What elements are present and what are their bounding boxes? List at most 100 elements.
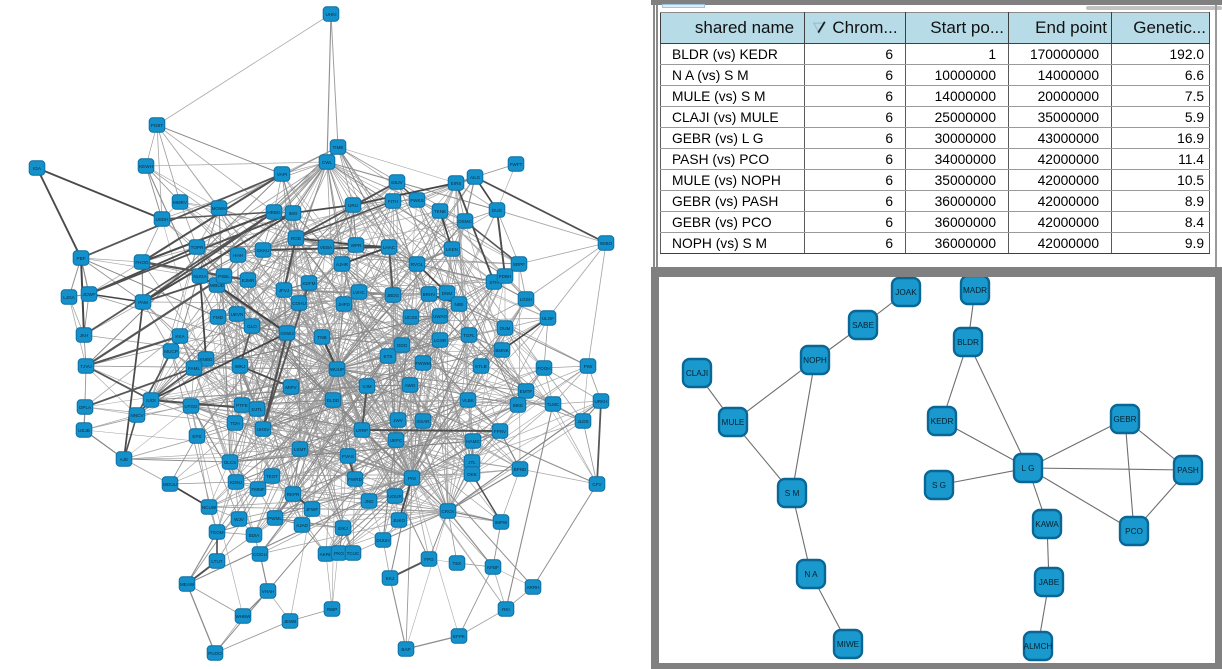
svg-text:LRRP: LRRP	[356, 428, 368, 433]
svg-text:FMMF: FMMF	[251, 487, 264, 492]
svg-text:URKH: URKH	[594, 399, 607, 404]
svg-text:OPLA: OPLA	[79, 405, 92, 410]
svg-text:JND: JND	[365, 499, 375, 504]
svg-text:WHBW: WHBW	[235, 614, 251, 619]
svg-text:PCO: PCO	[1125, 527, 1143, 536]
svg-text:VHAH: VHAH	[262, 589, 275, 594]
svg-text:KDFM: KDFM	[302, 281, 315, 286]
svg-text:GSAR: GSAR	[416, 419, 430, 424]
svg-text:STH: STH	[489, 280, 498, 285]
svg-text:TNB: TNB	[317, 335, 326, 340]
svg-text:EBJV: EBJV	[391, 180, 403, 185]
svg-text:JTL: JTL	[468, 460, 476, 465]
svg-text:AJAD: AJAD	[296, 523, 308, 528]
svg-text:IUOI: IUOI	[146, 398, 155, 403]
svg-text:MMRV: MMRV	[173, 200, 188, 205]
svg-text:PKO: PKO	[334, 551, 344, 556]
svg-text:S G: S G	[932, 481, 946, 490]
svg-text:PSBL: PSBL	[218, 274, 230, 279]
svg-text:JKH: JKH	[80, 333, 89, 338]
svg-text:PWML: PWML	[268, 516, 282, 521]
svg-text:LKEN: LKEN	[446, 247, 458, 252]
svg-text:MOUU: MOUU	[163, 482, 177, 487]
svg-text:FPNV: FPNV	[494, 429, 507, 434]
svg-text:JFVJ: JFVJ	[279, 288, 289, 293]
svg-text:EMTF: EMTF	[520, 389, 533, 394]
svg-text:ULOF: ULOF	[542, 316, 554, 321]
svg-text:IWKJ: IWKJ	[235, 364, 246, 369]
svg-text:USDH: USDH	[155, 217, 168, 222]
svg-text:DUUH: DUUH	[376, 538, 389, 543]
svg-text:COHU: COHU	[292, 301, 306, 306]
svg-text:UTGG: UTGG	[184, 404, 198, 409]
svg-text:NNCV: NNCV	[130, 413, 144, 418]
svg-text:OUM: OUM	[500, 326, 511, 331]
svg-text:AJE: AJE	[120, 457, 128, 462]
svg-text:PAM: PAM	[138, 300, 148, 305]
svg-text:BRHV: BRHV	[423, 292, 437, 297]
svg-text:DLDD: DLDD	[327, 398, 340, 403]
svg-text:SABE: SABE	[852, 321, 874, 330]
svg-text:JLDS: JLDS	[577, 419, 588, 424]
svg-text:TOPR: TOPR	[191, 245, 204, 250]
svg-text:PIW: PIW	[584, 364, 593, 369]
svg-text:KKA: KKA	[175, 334, 185, 339]
svg-text:UHSV: UHSV	[257, 427, 271, 432]
svg-text:KTLB: KTLB	[475, 364, 487, 369]
svg-text:PBF: PBF	[77, 256, 86, 261]
svg-text:MULE: MULE	[722, 418, 745, 427]
svg-text:GKKU: GKKU	[256, 248, 269, 253]
svg-text:LSMT: LSMT	[294, 447, 306, 452]
svg-text:UOUR: UOUR	[388, 494, 402, 499]
svg-text:OKK: OKK	[467, 472, 478, 477]
svg-text:N A: N A	[804, 570, 818, 579]
svg-text:TKNE: TKNE	[434, 209, 446, 214]
svg-text:NOPH: NOPH	[803, 356, 827, 365]
svg-text:PDBH: PDBH	[499, 274, 512, 279]
svg-text:SRPF: SRPF	[513, 262, 525, 267]
svg-text:JOAK: JOAK	[895, 288, 917, 297]
svg-text:IGA: IGA	[33, 166, 42, 171]
svg-text:LTUT: LTUT	[211, 559, 222, 564]
svg-text:FWKS: FWKS	[410, 198, 423, 203]
svg-text:WPR: WPR	[351, 243, 362, 248]
svg-text:KFBF: KFBF	[487, 565, 499, 570]
svg-text:FHOO: FHOO	[135, 260, 149, 265]
svg-text:VAPI: VAPI	[277, 172, 287, 177]
svg-text:WJV: WJV	[234, 517, 245, 522]
svg-text:AILS: AILS	[470, 175, 480, 180]
svg-text:AJHR: AJHR	[336, 262, 349, 267]
svg-text:DJTL: DJTL	[252, 407, 263, 412]
svg-text:KNBG: KNBG	[199, 357, 212, 362]
svg-text:TEOT: TEOT	[266, 474, 278, 479]
svg-text:GSWJ: GSWJ	[280, 331, 293, 336]
svg-text:OSMC: OSMC	[458, 219, 472, 224]
svg-text:UEPC: UEPC	[390, 438, 403, 443]
svg-text:UEJB: UEJB	[78, 428, 90, 433]
svg-text:RVOL: RVOL	[411, 262, 424, 267]
svg-text:KDNJ: KDNJ	[230, 480, 242, 485]
svg-text:EJMR: EJMR	[242, 278, 255, 283]
svg-text:VEBA: VEBA	[320, 245, 333, 250]
svg-text:CFV: CFV	[592, 482, 602, 487]
svg-text:GLO: GLO	[247, 324, 257, 329]
svg-text:JBDG: JBDG	[387, 293, 400, 298]
svg-text:FOGH: FOGH	[537, 366, 550, 371]
svg-text:BIKE: BIKE	[513, 403, 523, 408]
svg-text:ODO: ODO	[397, 343, 408, 348]
svg-text:ALMCH: ALMCH	[1024, 642, 1053, 651]
svg-text:KEWH: KEWH	[139, 164, 153, 169]
svg-text:EFPK: EFPK	[453, 634, 466, 639]
svg-text:FITH: FITH	[388, 199, 398, 204]
svg-text:EPS: EPS	[192, 434, 201, 439]
svg-text:TJVU: TJVU	[80, 364, 91, 369]
svg-text:DUG: DUG	[492, 208, 503, 213]
svg-text:ETS: ETS	[384, 354, 393, 359]
svg-text:VJM: VJM	[362, 384, 371, 389]
svg-text:KAWA: KAWA	[1035, 520, 1059, 529]
svg-text:GEBR: GEBR	[1113, 415, 1136, 424]
svg-text:FPG: FPG	[424, 557, 434, 562]
svg-text:S M: S M	[785, 489, 800, 498]
svg-text:PNI: PNI	[408, 476, 416, 481]
svg-text:TIME: TIME	[333, 145, 344, 150]
